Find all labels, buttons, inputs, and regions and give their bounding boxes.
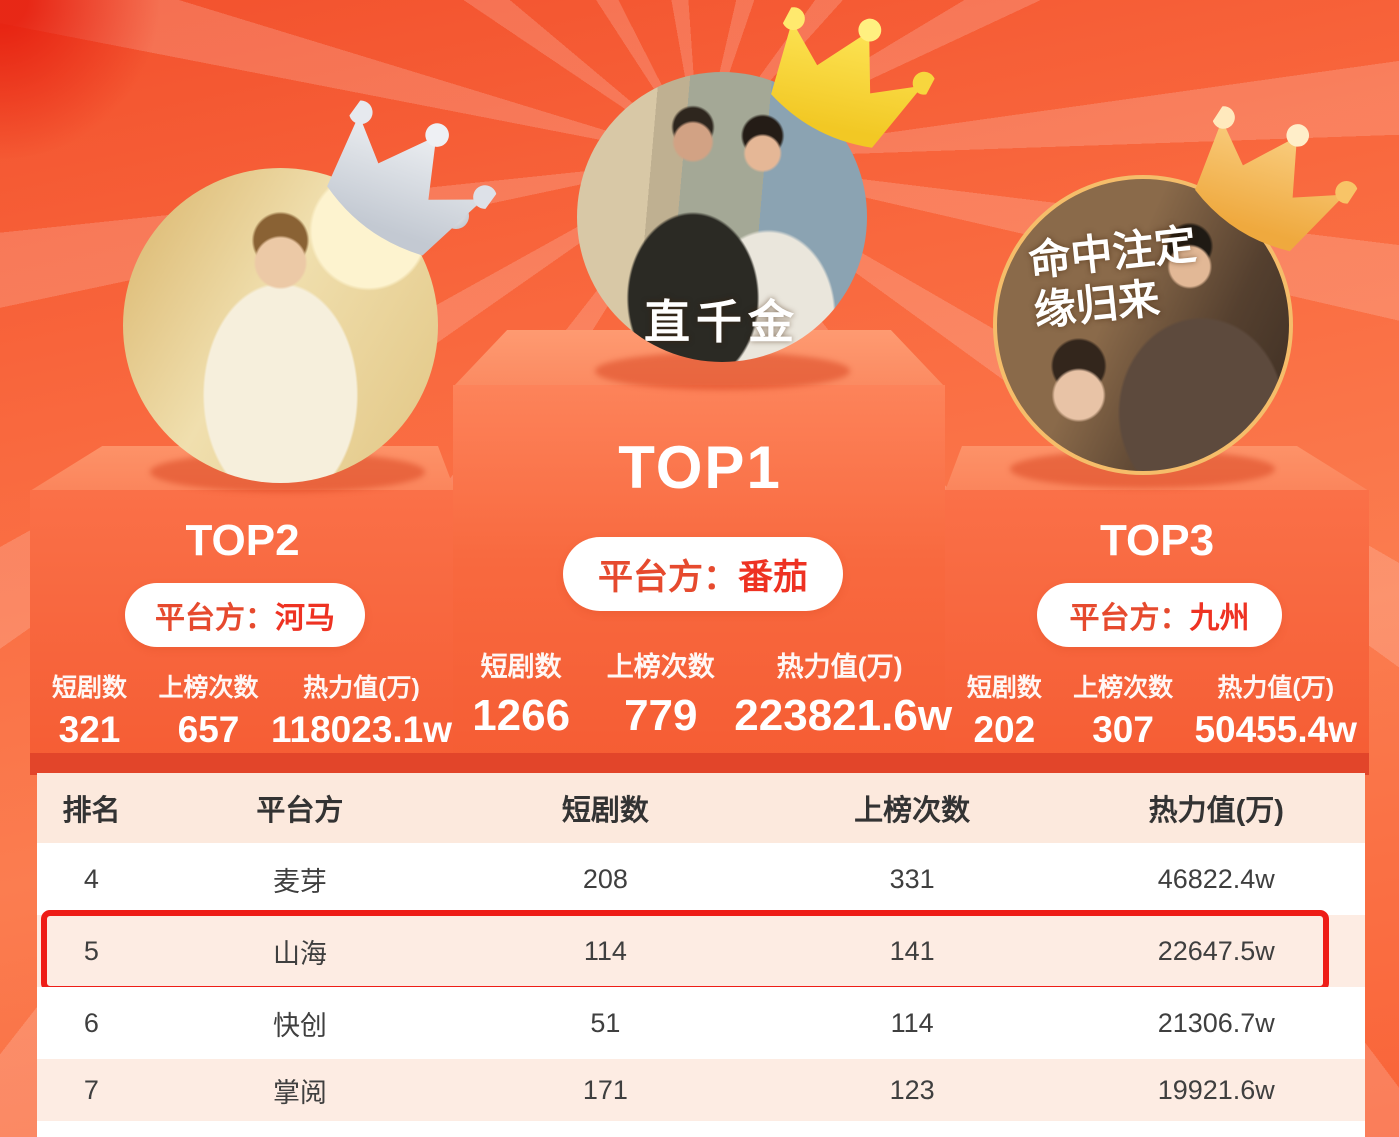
stat-value: 779 [624,691,698,740]
table-row: 4 麦芽 208 331 46822.4w [37,843,1365,915]
stat-label: 上榜次数 [1073,674,1174,702]
stat-label: 短剧数 [480,652,562,682]
top1-platform-pill: 平台方： 番茄 [563,537,843,611]
top1-stats: 短剧数 1266 上榜次数 779 热力值(万) 223821.6w [455,645,953,741]
stat-heat: 热力值(万) 50455.4w [1182,668,1369,751]
header-platform: 平台方 [256,795,344,827]
top3-stats: 短剧数 202 上榜次数 307 热力值(万) 50455.4w [945,668,1369,751]
platform-name: 九州 [1189,602,1250,635]
stat-times: 上榜次数 657 [149,668,268,751]
stat-label: 热力值(万) [1217,674,1335,702]
top2-title: TOP2 [185,516,300,565]
cell-rank: 6 [83,1007,99,1038]
header-dramas: 短剧数 [561,795,649,827]
ranking-table-body: 4 麦芽 208 331 46822.4w 5 山海 114 141 22647… [37,843,1365,1121]
cell-rank: 4 [83,863,99,894]
stat-label: 热力值(万) [776,652,903,682]
stat-heat: 热力值(万) 118023.1w [268,668,455,751]
ranking-table: 排名 平台方 短剧数 上榜次数 热力值(万) 4 麦芽 208 331 4682… [37,773,1365,1137]
stat-heat: 热力值(万) 223821.6w [734,645,953,741]
top2-stats: 短剧数 321 上榜次数 657 热力值(万) 118023.1w [30,668,455,751]
cell-heat: 19921.6w [1157,1074,1275,1105]
orange-gold-crown-icon [1195,106,1358,252]
cell-heat: 21306.7w [1157,1007,1275,1038]
table-header-row: 排名 平台方 短剧数 上榜次数 热力值(万) [37,773,1365,843]
stat-value: 1266 [472,691,571,740]
cell-heat: 46822.4w [1157,863,1275,894]
platform-label: 平台方： [597,557,738,597]
top2-platform-pill: 平台方： 河马 [125,583,365,647]
stat-times: 上榜次数 779 [587,645,734,741]
platform-name: 河马 [275,602,335,635]
cell-dramas: 171 [582,1074,628,1105]
header-heat: 热力值(万) [1148,795,1284,827]
stat-value: 118023.1w [270,709,453,750]
platform-label: 平台方： [155,602,275,635]
cell-times: 331 [889,863,935,894]
stat-dramas: 短剧数 202 [945,668,1064,751]
stat-label: 上榜次数 [606,652,715,682]
stat-value: 50455.4w [1194,709,1357,750]
cell-dramas: 51 [590,1007,621,1038]
cell-times: 123 [889,1074,935,1105]
table-row: 5 山海 114 141 22647.5w [37,910,1365,992]
top3-photo-caption: 命中注定缘归来 [1026,220,1199,334]
stat-value: 657 [177,709,240,750]
stat-label: 热力值(万) [303,674,420,702]
top1-photo-caption: 直千金 [644,296,800,348]
cell-times: 141 [889,935,935,966]
table-row: 6 快创 51 114 21306.7w [37,987,1365,1059]
platform-name: 番茄 [738,557,809,597]
stat-label: 短剧数 [966,674,1042,702]
gold-crown-icon [771,7,936,148]
cell-platform: 麦芽 [272,866,327,897]
top1-title: TOP1 [618,434,782,501]
stat-value: 223821.6w [734,691,953,740]
top3-platform-pill: 平台方： 九州 [1037,583,1282,647]
platform-label: 平台方： [1069,602,1190,635]
stat-times: 上榜次数 307 [1064,668,1183,751]
stat-label: 上榜次数 [158,674,259,702]
cell-platform: 快创 [272,1010,327,1041]
table-row: 7 掌阅 171 123 19921.6w [37,1059,1365,1121]
cell-dramas: 114 [583,935,627,966]
header-times: 上榜次数 [854,795,971,827]
header-rank: 排名 [62,795,121,827]
stat-value: 307 [1092,709,1154,750]
stat-label: 短剧数 [51,674,127,702]
cell-platform: 掌阅 [272,1077,327,1108]
cell-rank: 7 [83,1074,99,1105]
top3-title: TOP3 [1099,516,1215,565]
podium-base-strip [30,753,1369,775]
cell-platform: 山海 [272,938,327,969]
stat-dramas: 短剧数 321 [30,668,149,751]
stat-value: 321 [58,709,121,750]
cell-times: 114 [890,1007,934,1038]
stat-dramas: 短剧数 1266 [455,645,587,741]
cell-rank: 5 [83,935,99,966]
stat-value: 202 [973,709,1036,750]
top1-photo: 直千金 [577,72,867,362]
cell-heat: 22647.5w [1157,935,1275,966]
cell-dramas: 208 [582,863,628,894]
